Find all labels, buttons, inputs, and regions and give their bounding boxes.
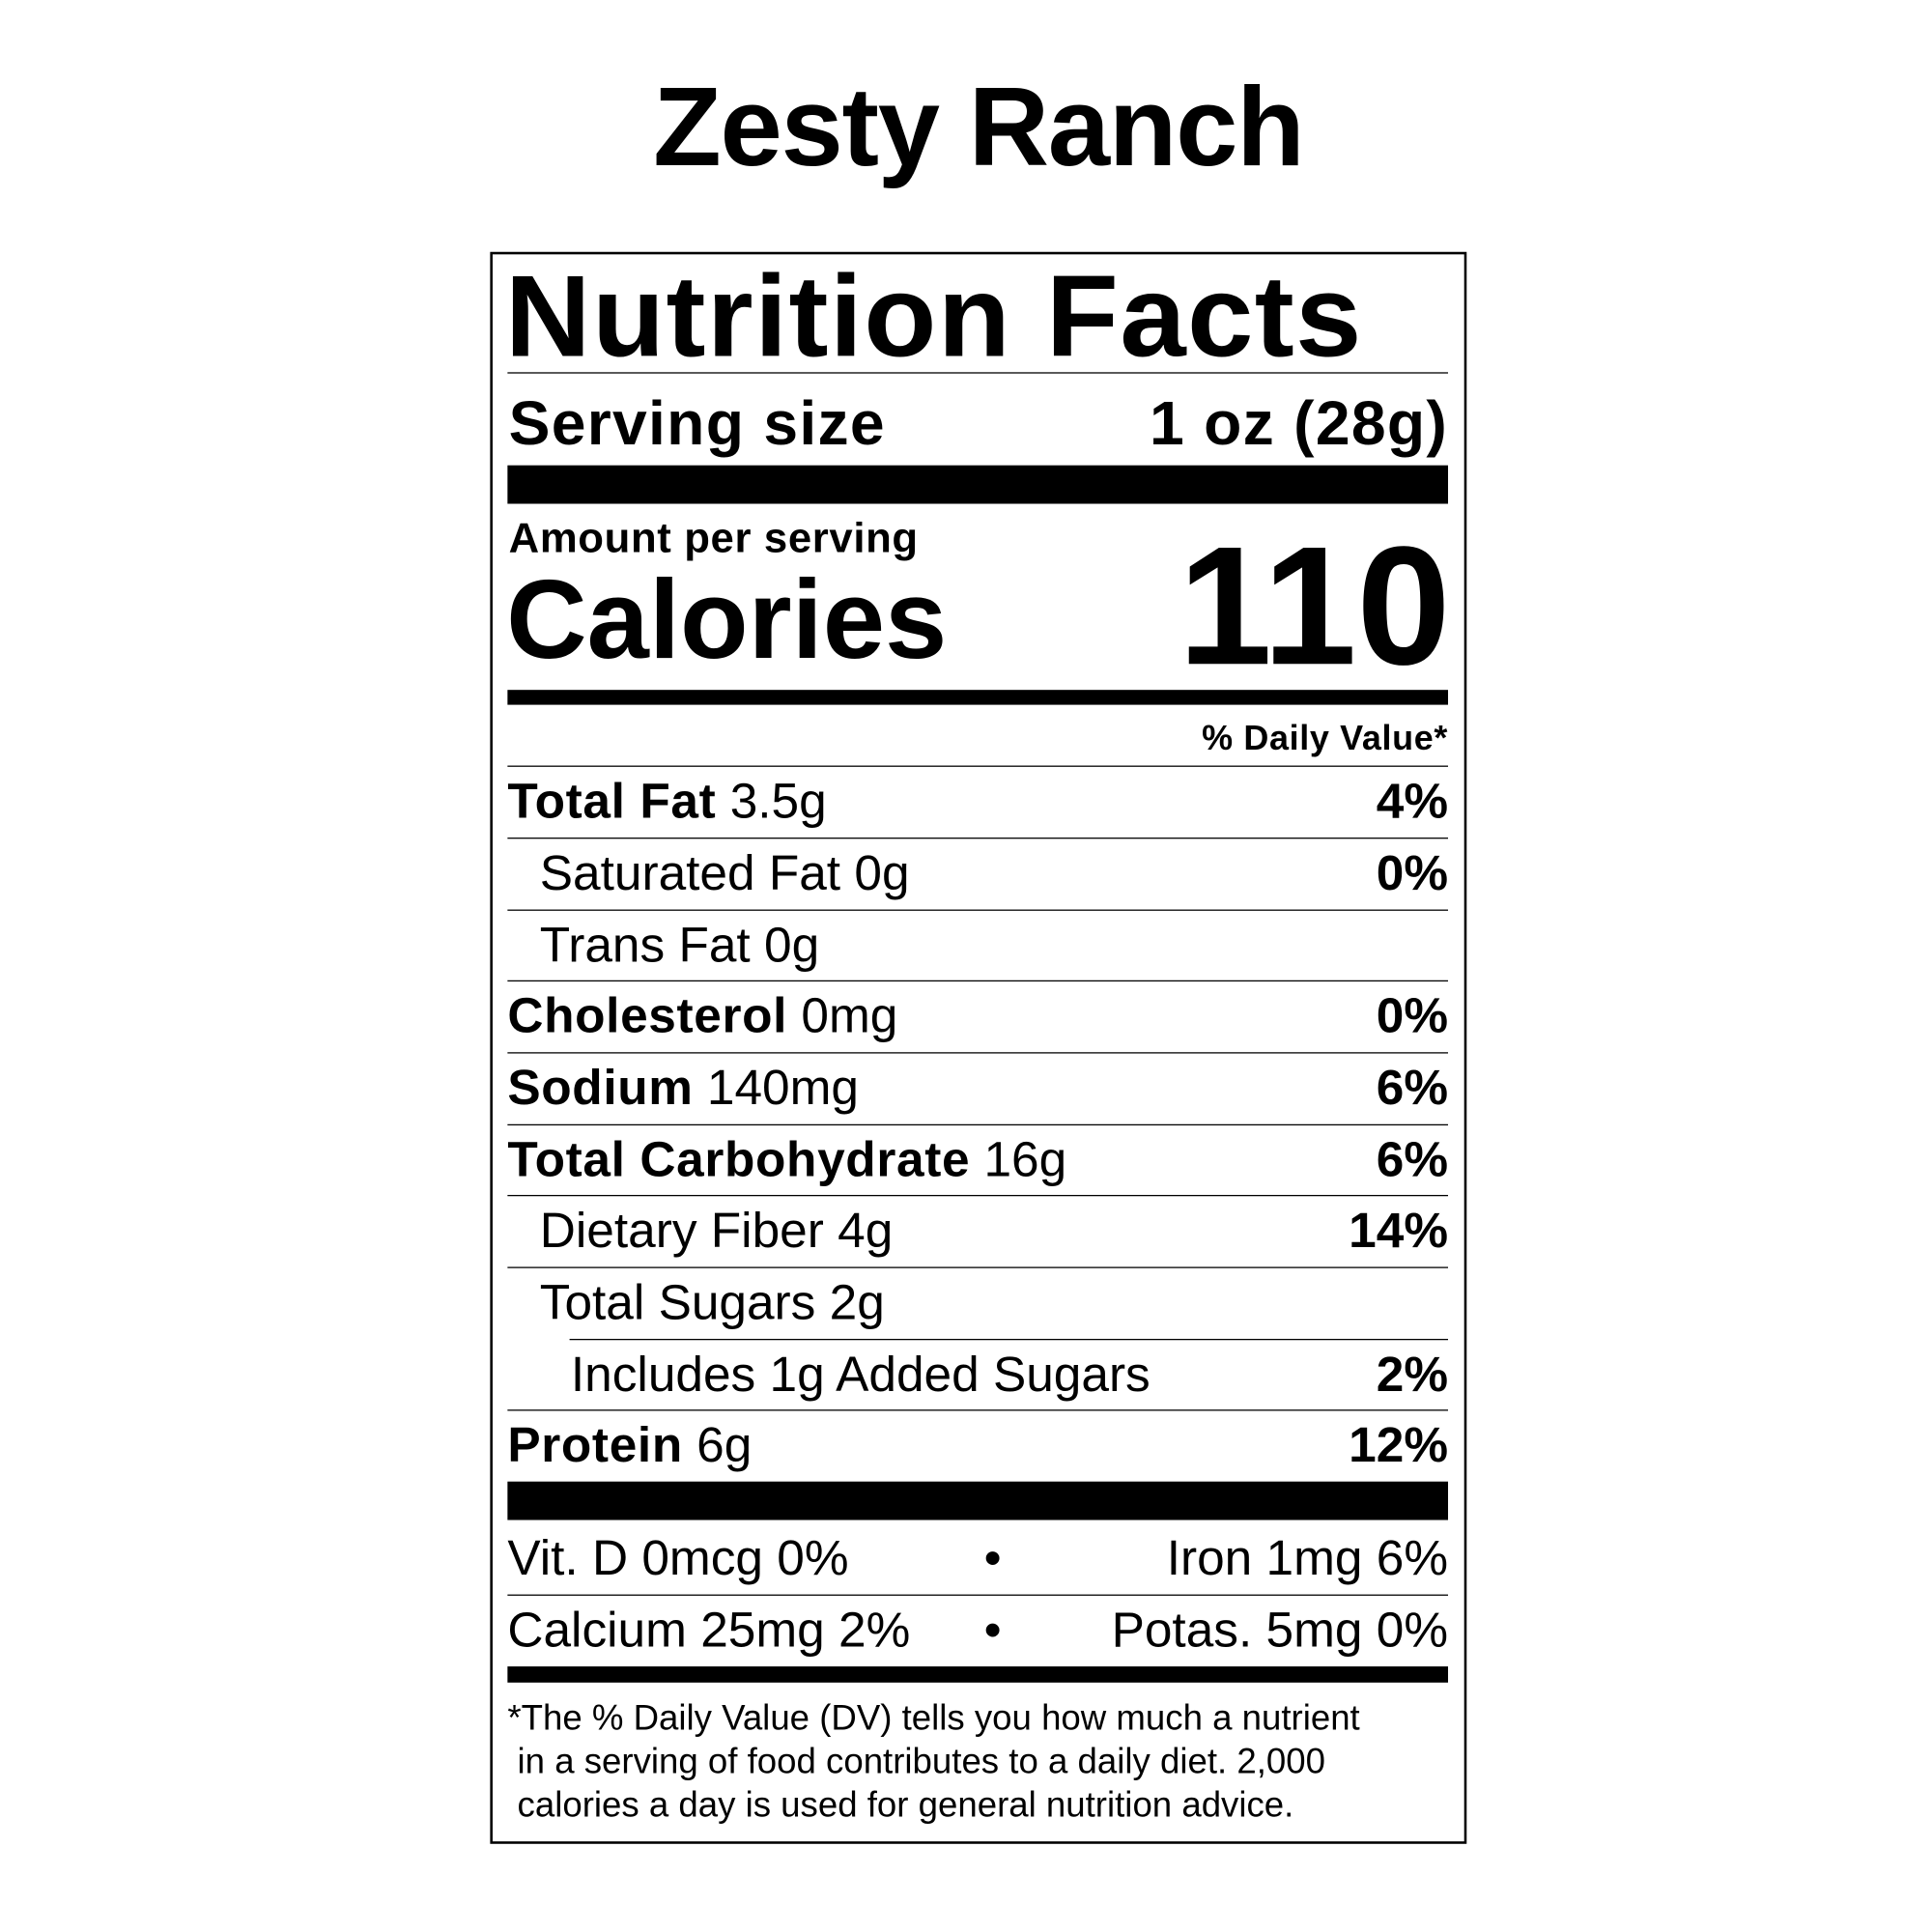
thick-divider xyxy=(507,465,1449,504)
product-title: Zesty Ranch xyxy=(653,66,1305,190)
footnote-line: in a serving of food contributes to a da… xyxy=(507,1742,1325,1782)
divider xyxy=(507,1123,1449,1126)
thick-divider xyxy=(507,1481,1449,1520)
bullet-icon: • xyxy=(983,1531,1002,1586)
nutrient-row-saturated-fat: Saturated Fat 0g 0% xyxy=(539,846,1449,901)
divider xyxy=(507,1409,1449,1411)
nutrition-facts-heading: Nutrition Facts xyxy=(504,251,1363,382)
nutrient-row-total-sugars: Total Sugars 2g xyxy=(539,1275,885,1330)
nutrient-row-trans-fat: Trans Fat 0g xyxy=(539,918,820,974)
serving-size-label: Serving size xyxy=(508,388,886,458)
divider xyxy=(507,980,1449,982)
bullet-icon: • xyxy=(983,1603,1002,1659)
medium-divider xyxy=(507,690,1449,705)
nutrient-row-total-fat: Total Fat 3.5g 4% xyxy=(507,774,1449,830)
divider xyxy=(507,909,1449,911)
medium-divider xyxy=(507,1666,1449,1683)
nutrient-row-total-carbohydrate: Total Carbohydrate 16g 6% xyxy=(507,1132,1449,1188)
nutrient-row-added-sugars: Includes 1g Added Sugars 2% xyxy=(570,1347,1449,1403)
divider xyxy=(507,1266,1449,1268)
vitamin-row-2: Calcium 25mg 2% • Potas. 5mg 0% xyxy=(507,1596,1448,1666)
serving-size-value: 1 oz (28g) xyxy=(1149,388,1449,458)
divider xyxy=(507,1052,1449,1054)
nutrient-row-dietary-fiber: Dietary Fiber 4g 14% xyxy=(539,1203,1449,1259)
nutrient-row-cholesterol: Cholesterol 0mg 0% xyxy=(507,988,1449,1044)
nutrition-label-border xyxy=(490,251,1467,1844)
footnote-line: *The % Daily Value (DV) tells you how mu… xyxy=(507,1698,1360,1739)
nutrient-row-protein: Protein 6g 12% xyxy=(507,1418,1449,1473)
footnote-line: calories a day is used for general nutri… xyxy=(507,1785,1294,1826)
amount-per-serving: Amount per serving xyxy=(508,515,919,562)
vitamin-row-1: Vit. D 0mcg 0% • Iron 1mg 6% xyxy=(507,1523,1448,1594)
divider xyxy=(507,1194,1449,1197)
divider xyxy=(507,1594,1449,1596)
divider xyxy=(507,372,1449,374)
divider xyxy=(569,1338,1449,1341)
calories-value: 110 xyxy=(1178,511,1451,700)
nutrient-row-sodium: Sodium 140mg 6% xyxy=(507,1061,1449,1116)
calories-label: Calories xyxy=(506,558,948,683)
divider xyxy=(507,765,1449,767)
daily-value-header: % Daily Value* xyxy=(1202,718,1449,757)
